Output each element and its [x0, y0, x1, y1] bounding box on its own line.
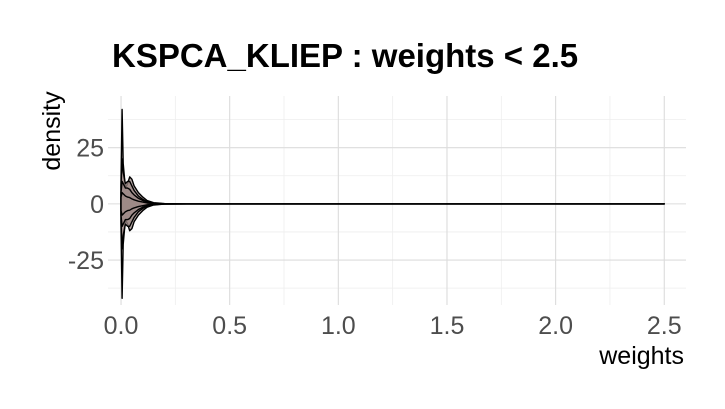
y-tick-label: -25	[68, 247, 104, 275]
chart-title: KSPCA_KLIEP : weights < 2.5	[112, 37, 578, 74]
density-areas	[120, 108, 665, 299]
y-axis-title: density	[38, 91, 66, 171]
x-tick-label: 1.5	[430, 312, 465, 340]
x-tick-label: 2.5	[647, 312, 682, 340]
y-tick-label: 25	[76, 135, 104, 163]
x-tick-label: 0.0	[104, 312, 139, 340]
x-tick-label: 2.0	[538, 312, 573, 340]
x-axis-tick-labels: 0.0 0.5 1.0 1.5 2.0 2.5	[104, 312, 682, 340]
y-tick-label: 0	[90, 191, 104, 219]
y-axis-tick-labels: -25 0 25	[68, 135, 104, 275]
density-area-4	[120, 191, 665, 216]
x-axis-title: weights	[598, 342, 684, 370]
x-tick-label: 1.0	[321, 312, 356, 340]
x-tick-label: 0.5	[212, 312, 247, 340]
